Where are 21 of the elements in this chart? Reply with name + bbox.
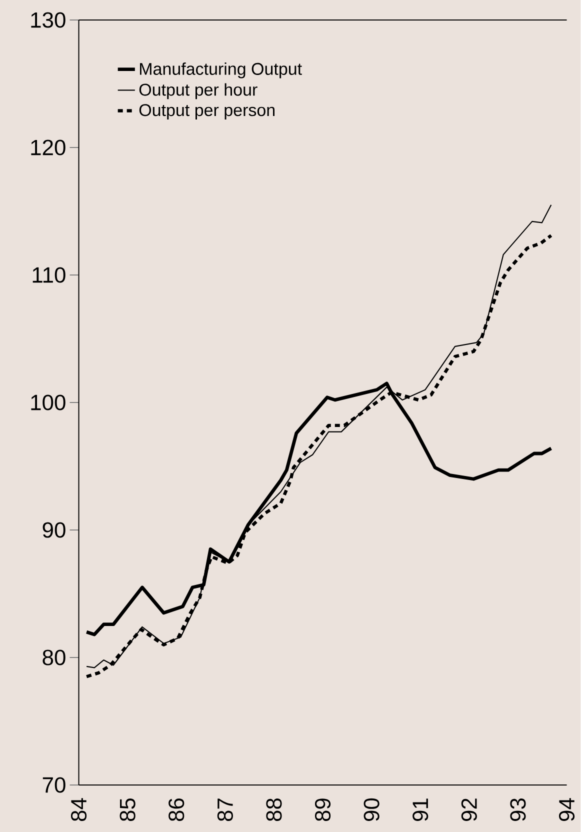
legend-label: Manufacturing Output — [140, 62, 302, 78]
y-tick-label: 130 — [31, 12, 66, 28]
x-tick-label: 89 — [315, 798, 331, 822]
x-tick-label: 86 — [168, 798, 184, 822]
legend-label: Output per person — [140, 104, 275, 120]
x-tick-label: 84 — [71, 798, 87, 822]
y-tick-label: 110 — [32, 267, 66, 283]
x-tick-label: 88 — [266, 798, 282, 822]
y-tick-label: 90 — [42, 522, 66, 538]
y-tick-label: 120 — [31, 140, 66, 156]
x-tick-label: 85 — [120, 798, 136, 822]
y-tick-label: 70 — [43, 777, 66, 793]
x-tick-label: 93 — [510, 798, 526, 821]
x-tick-label: 94 — [559, 798, 575, 821]
x-tick-label: 91 — [412, 798, 428, 821]
x-tick-label: 90 — [364, 798, 380, 821]
y-tick-label: 100 — [31, 394, 66, 410]
legend-label: Output per hour — [140, 83, 258, 100]
x-tick-label: 92 — [461, 798, 478, 821]
y-tick-label: 80 — [42, 650, 66, 666]
x-tick-label: 87 — [217, 798, 234, 822]
